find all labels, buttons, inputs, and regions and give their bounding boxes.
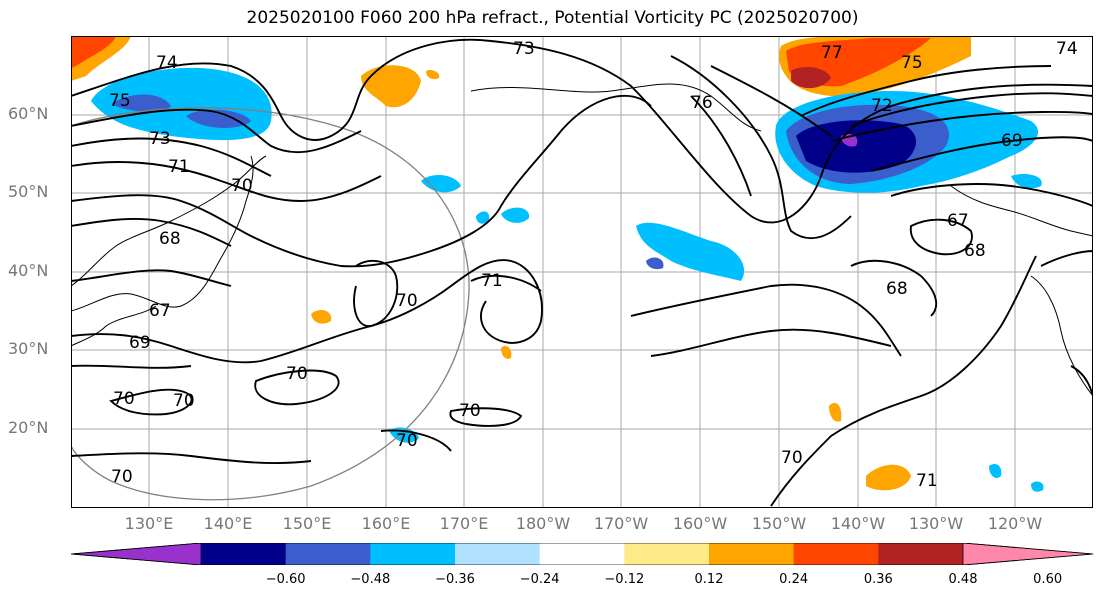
colorbar-tick-label: −0.36 — [435, 572, 475, 587]
lon-label: 170°W — [593, 514, 649, 533]
lon-label: 180°W — [515, 514, 571, 533]
gridlines — [71, 36, 1093, 508]
colorbar-tick-label: −0.24 — [519, 572, 560, 587]
map-panel: 74 75 73 71 70 68 67 69 70 70 70 70 73 7… — [71, 36, 1093, 508]
contour-label: 73 — [513, 39, 535, 59]
lon-label: 160°W — [672, 514, 728, 533]
colorbar-tick-label: 0.12 — [694, 572, 724, 587]
contour-label: 67 — [149, 301, 171, 321]
contour-label: 70 — [173, 391, 195, 411]
contour-label: 71 — [168, 157, 190, 177]
contour-labels: 74 75 73 71 70 68 67 69 70 70 70 70 73 7… — [109, 39, 1078, 491]
colorbar-bin — [878, 543, 964, 565]
contour-label: 74 — [1056, 39, 1078, 59]
colorbar-tick-label: 0.36 — [863, 572, 893, 587]
colorbar-bin — [370, 543, 456, 565]
colorbar-bin — [455, 543, 541, 565]
contour-label: 73 — [149, 129, 171, 149]
colorbar-tick-label: 0.24 — [779, 572, 809, 587]
lat-label: 20°N — [8, 418, 49, 437]
colorbar-tick-label: 0.60 — [1033, 572, 1063, 587]
colorbar — [71, 543, 1094, 565]
contour-label: 70 — [396, 431, 418, 451]
colorbar-extend-high — [962, 543, 1094, 565]
lon-label: 140°W — [830, 514, 886, 533]
contour-label: 72 — [871, 96, 893, 116]
coastlines — [71, 83, 1093, 508]
lat-label: 30°N — [8, 339, 49, 358]
contour-label: 69 — [129, 333, 151, 353]
lat-label: 40°N — [8, 261, 49, 280]
colorbar-tick-label: −0.48 — [350, 572, 391, 587]
contour-label: 70 — [781, 448, 803, 468]
contour-label: 68 — [964, 241, 986, 261]
lon-label: 170°E — [439, 514, 489, 533]
contour-label: 70 — [396, 291, 418, 311]
lat-label: 50°N — [8, 182, 49, 201]
lon-label: 160°E — [361, 514, 411, 533]
contour-label: 68 — [159, 229, 181, 249]
colorbar-tick-label: −0.60 — [265, 572, 306, 587]
lon-label: 140°E — [203, 514, 253, 533]
contour-label: 71 — [916, 471, 938, 491]
lon-label: 130°E — [124, 514, 174, 533]
colorbar-bin — [285, 543, 371, 565]
colorbar-bin — [539, 543, 625, 565]
contour-label: 70 — [231, 176, 253, 196]
colorbar-bin — [793, 543, 879, 565]
colorbar-tick-label: −0.12 — [604, 572, 645, 587]
contour-label: 70 — [113, 389, 135, 409]
contour-label: 70 — [111, 467, 133, 487]
lon-label: 150°E — [282, 514, 332, 533]
contour-label: 69 — [1001, 131, 1023, 151]
colorbar-outline — [71, 543, 1094, 565]
refractivity-contours — [71, 38, 1093, 507]
chart-title: 2025020100 F060 200 hPa refract., Potent… — [246, 8, 859, 28]
lon-label: 120°W — [987, 514, 1043, 533]
contour-label: 77 — [821, 43, 843, 63]
contour-label: 67 — [947, 211, 969, 231]
colorbar-bin — [624, 543, 710, 565]
colorbar-bin — [709, 543, 795, 565]
colorbar-bin — [201, 543, 287, 565]
lat-label: 60°N — [8, 104, 49, 123]
colorbar-extend-low — [71, 543, 202, 565]
range-circle — [71, 107, 470, 501]
contour-label: 75 — [109, 91, 131, 111]
contour-label: 71 — [481, 271, 503, 291]
lon-label: 130°W — [908, 514, 964, 533]
lon-label: 150°W — [751, 514, 807, 533]
contour-label: 75 — [901, 53, 923, 73]
contour-label: 70 — [286, 364, 308, 384]
contour-label: 70 — [459, 401, 481, 421]
colorbar-tick-label: 0.48 — [948, 572, 978, 587]
contour-label: 68 — [886, 279, 908, 299]
contour-label: 74 — [156, 53, 178, 73]
contour-label: 76 — [691, 93, 713, 113]
